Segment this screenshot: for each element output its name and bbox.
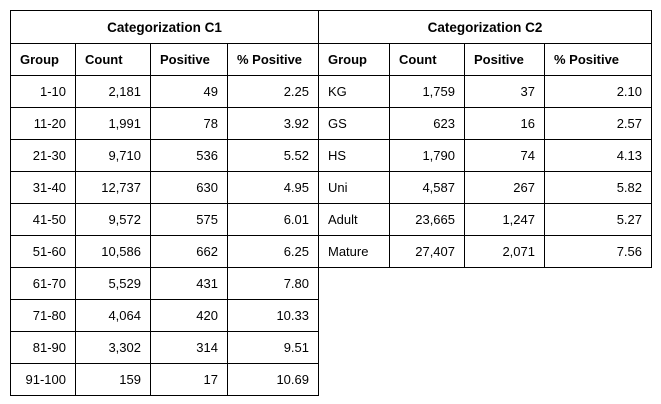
cell-count: 4,064 [75, 299, 151, 332]
cell-pct-positive: 6.25 [227, 235, 319, 268]
cell-group: 41-50 [10, 203, 76, 236]
cell-group: KG [318, 75, 390, 108]
cell-pct-positive: 2.57 [544, 107, 652, 140]
cell-group: Adult [318, 203, 390, 236]
cell-group: 1-10 [10, 75, 76, 108]
cell-positive: 2,071 [464, 235, 545, 268]
table-row: 71-80 4,064 420 10.33 [10, 299, 319, 332]
cell-positive: 314 [150, 331, 228, 364]
cell-count: 9,710 [75, 139, 151, 172]
cell-pct-positive: 3.92 [227, 107, 319, 140]
cell-group: GS [318, 107, 390, 140]
cell-positive: 536 [150, 139, 228, 172]
table-row: 51-60 10,586 662 6.25 [10, 235, 319, 268]
cell-count: 27,407 [389, 235, 465, 268]
cell-positive: 17 [150, 363, 228, 396]
cell-positive: 49 [150, 75, 228, 108]
cell-count: 23,665 [389, 203, 465, 236]
cell-count: 5,529 [75, 267, 151, 300]
table-row: Adult 23,665 1,247 5.27 [318, 203, 652, 236]
table-categorization-c1: Categorization C1 Group Count Positive %… [10, 10, 319, 396]
cell-positive: 431 [150, 267, 228, 300]
cell-group: 81-90 [10, 331, 76, 364]
cell-pct-positive: 7.56 [544, 235, 652, 268]
table-row: Mature 27,407 2,071 7.56 [318, 235, 652, 268]
table-row: Uni 4,587 267 5.82 [318, 171, 652, 204]
cell-pct-positive: 10.69 [227, 363, 319, 396]
cell-positive: 1,247 [464, 203, 545, 236]
cell-positive: 630 [150, 171, 228, 204]
cell-count: 10,586 [75, 235, 151, 268]
cell-group: 51-60 [10, 235, 76, 268]
cell-count: 1,991 [75, 107, 151, 140]
table-row: 1-10 2,181 49 2.25 [10, 75, 319, 108]
cell-count: 12,737 [75, 171, 151, 204]
cell-pct-positive: 4.95 [227, 171, 319, 204]
cell-group: 21-30 [10, 139, 76, 172]
cell-group: HS [318, 139, 390, 172]
column-header-positive: Positive [464, 43, 545, 76]
column-header-group: Group [318, 43, 390, 76]
column-header-count: Count [75, 43, 151, 76]
cell-positive: 37 [464, 75, 545, 108]
cell-pct-positive: 2.25 [227, 75, 319, 108]
cell-count: 4,587 [389, 171, 465, 204]
table-row: Categorization C1 [10, 10, 319, 44]
cell-positive: 267 [464, 171, 545, 204]
cell-count: 1,790 [389, 139, 465, 172]
cell-pct-positive: 4.13 [544, 139, 652, 172]
column-header-positive: Positive [150, 43, 228, 76]
table-row: 41-50 9,572 575 6.01 [10, 203, 319, 236]
cell-group: Mature [318, 235, 390, 268]
column-header-count: Count [389, 43, 465, 76]
cell-count: 9,572 [75, 203, 151, 236]
cell-count: 3,302 [75, 331, 151, 364]
cell-pct-positive: 9.51 [227, 331, 319, 364]
cell-pct-positive: 5.27 [544, 203, 652, 236]
cell-group: 31-40 [10, 171, 76, 204]
table-row: HS 1,790 74 4.13 [318, 139, 652, 172]
table-row: GS 623 16 2.57 [318, 107, 652, 140]
table-row: 91-100 159 17 10.69 [10, 363, 319, 396]
column-header-pct-positive: % Positive [227, 43, 319, 76]
cell-pct-positive: 7.80 [227, 267, 319, 300]
table-row: Group Count Positive % Positive [318, 43, 652, 76]
cell-count: 159 [75, 363, 151, 396]
cell-count: 2,181 [75, 75, 151, 108]
cell-group: 11-20 [10, 107, 76, 140]
table-row: 21-30 9,710 536 5.52 [10, 139, 319, 172]
table-row: Categorization C2 [318, 10, 652, 44]
table-row: 11-20 1,991 78 3.92 [10, 107, 319, 140]
column-header-group: Group [10, 43, 76, 76]
table-row: KG 1,759 37 2.10 [318, 75, 652, 108]
cell-count: 1,759 [389, 75, 465, 108]
cell-pct-positive: 5.52 [227, 139, 319, 172]
cell-positive: 420 [150, 299, 228, 332]
cell-pct-positive: 2.10 [544, 75, 652, 108]
cell-positive: 78 [150, 107, 228, 140]
cell-positive: 575 [150, 203, 228, 236]
table-row: Group Count Positive % Positive [10, 43, 319, 76]
cell-group: 91-100 [10, 363, 76, 396]
cell-pct-positive: 10.33 [227, 299, 319, 332]
table-row: 31-40 12,737 630 4.95 [10, 171, 319, 204]
cell-pct-positive: 5.82 [544, 171, 652, 204]
table-c2-title: Categorization C2 [318, 10, 652, 44]
cell-positive: 74 [464, 139, 545, 172]
cell-positive: 16 [464, 107, 545, 140]
cell-group: 61-70 [10, 267, 76, 300]
table-categorization-c2: Categorization C2 Group Count Positive %… [318, 10, 652, 268]
table-row: 81-90 3,302 314 9.51 [10, 331, 319, 364]
cell-group: Uni [318, 171, 390, 204]
cell-positive: 662 [150, 235, 228, 268]
table-row: 61-70 5,529 431 7.80 [10, 267, 319, 300]
tables-container: Categorization C1 Group Count Positive %… [10, 10, 652, 396]
cell-group: 71-80 [10, 299, 76, 332]
cell-pct-positive: 6.01 [227, 203, 319, 236]
column-header-pct-positive: % Positive [544, 43, 652, 76]
table-c1-title: Categorization C1 [10, 10, 319, 44]
cell-count: 623 [389, 107, 465, 140]
